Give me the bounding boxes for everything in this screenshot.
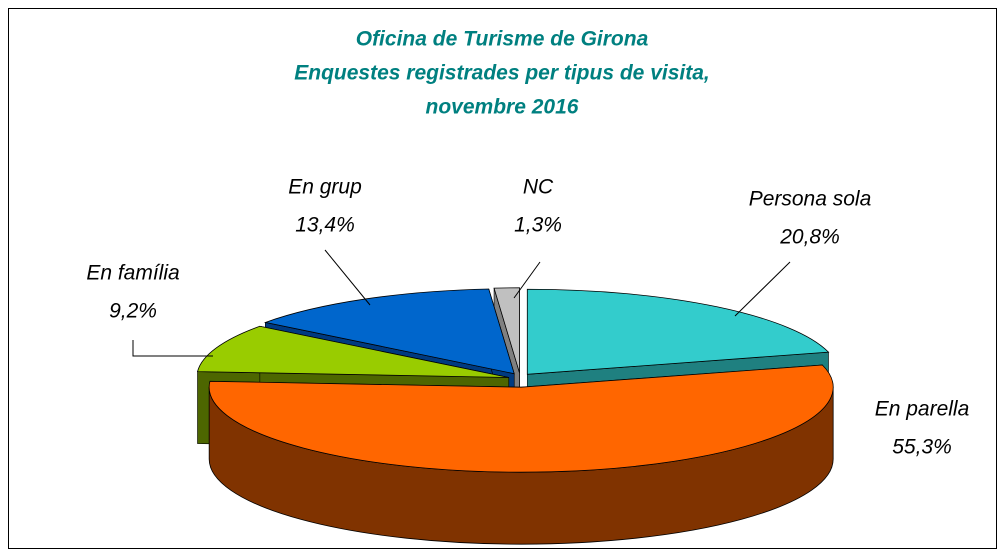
chart-title: Oficina de Turisme de Girona bbox=[356, 28, 649, 51]
slice bbox=[526, 288, 830, 375]
slice-label: En parella bbox=[875, 398, 970, 421]
leader-line bbox=[734, 261, 791, 317]
slice-value-label: 13,4% bbox=[295, 214, 355, 237]
slice-label: En família bbox=[86, 262, 179, 285]
slice-value-label: 55,3% bbox=[892, 436, 952, 459]
leader-line bbox=[132, 340, 213, 357]
chart-title: Enquestes registrades per tipus de visit… bbox=[294, 62, 709, 85]
slice-label: Persona sola bbox=[749, 188, 872, 211]
slice-value-label: 20,8% bbox=[779, 226, 840, 249]
leader-line bbox=[324, 249, 371, 306]
slice-value-label: 9,2% bbox=[109, 300, 157, 323]
slice-label: NC bbox=[523, 176, 554, 199]
chart-title: novembre 2016 bbox=[426, 96, 579, 119]
slice-label: En grup bbox=[288, 176, 362, 199]
slice bbox=[263, 288, 515, 375]
slice bbox=[493, 287, 520, 373]
slice bbox=[208, 364, 834, 473]
slice-value-label: 1,3% bbox=[514, 214, 562, 237]
leader-line bbox=[513, 261, 541, 299]
slice bbox=[196, 325, 509, 378]
